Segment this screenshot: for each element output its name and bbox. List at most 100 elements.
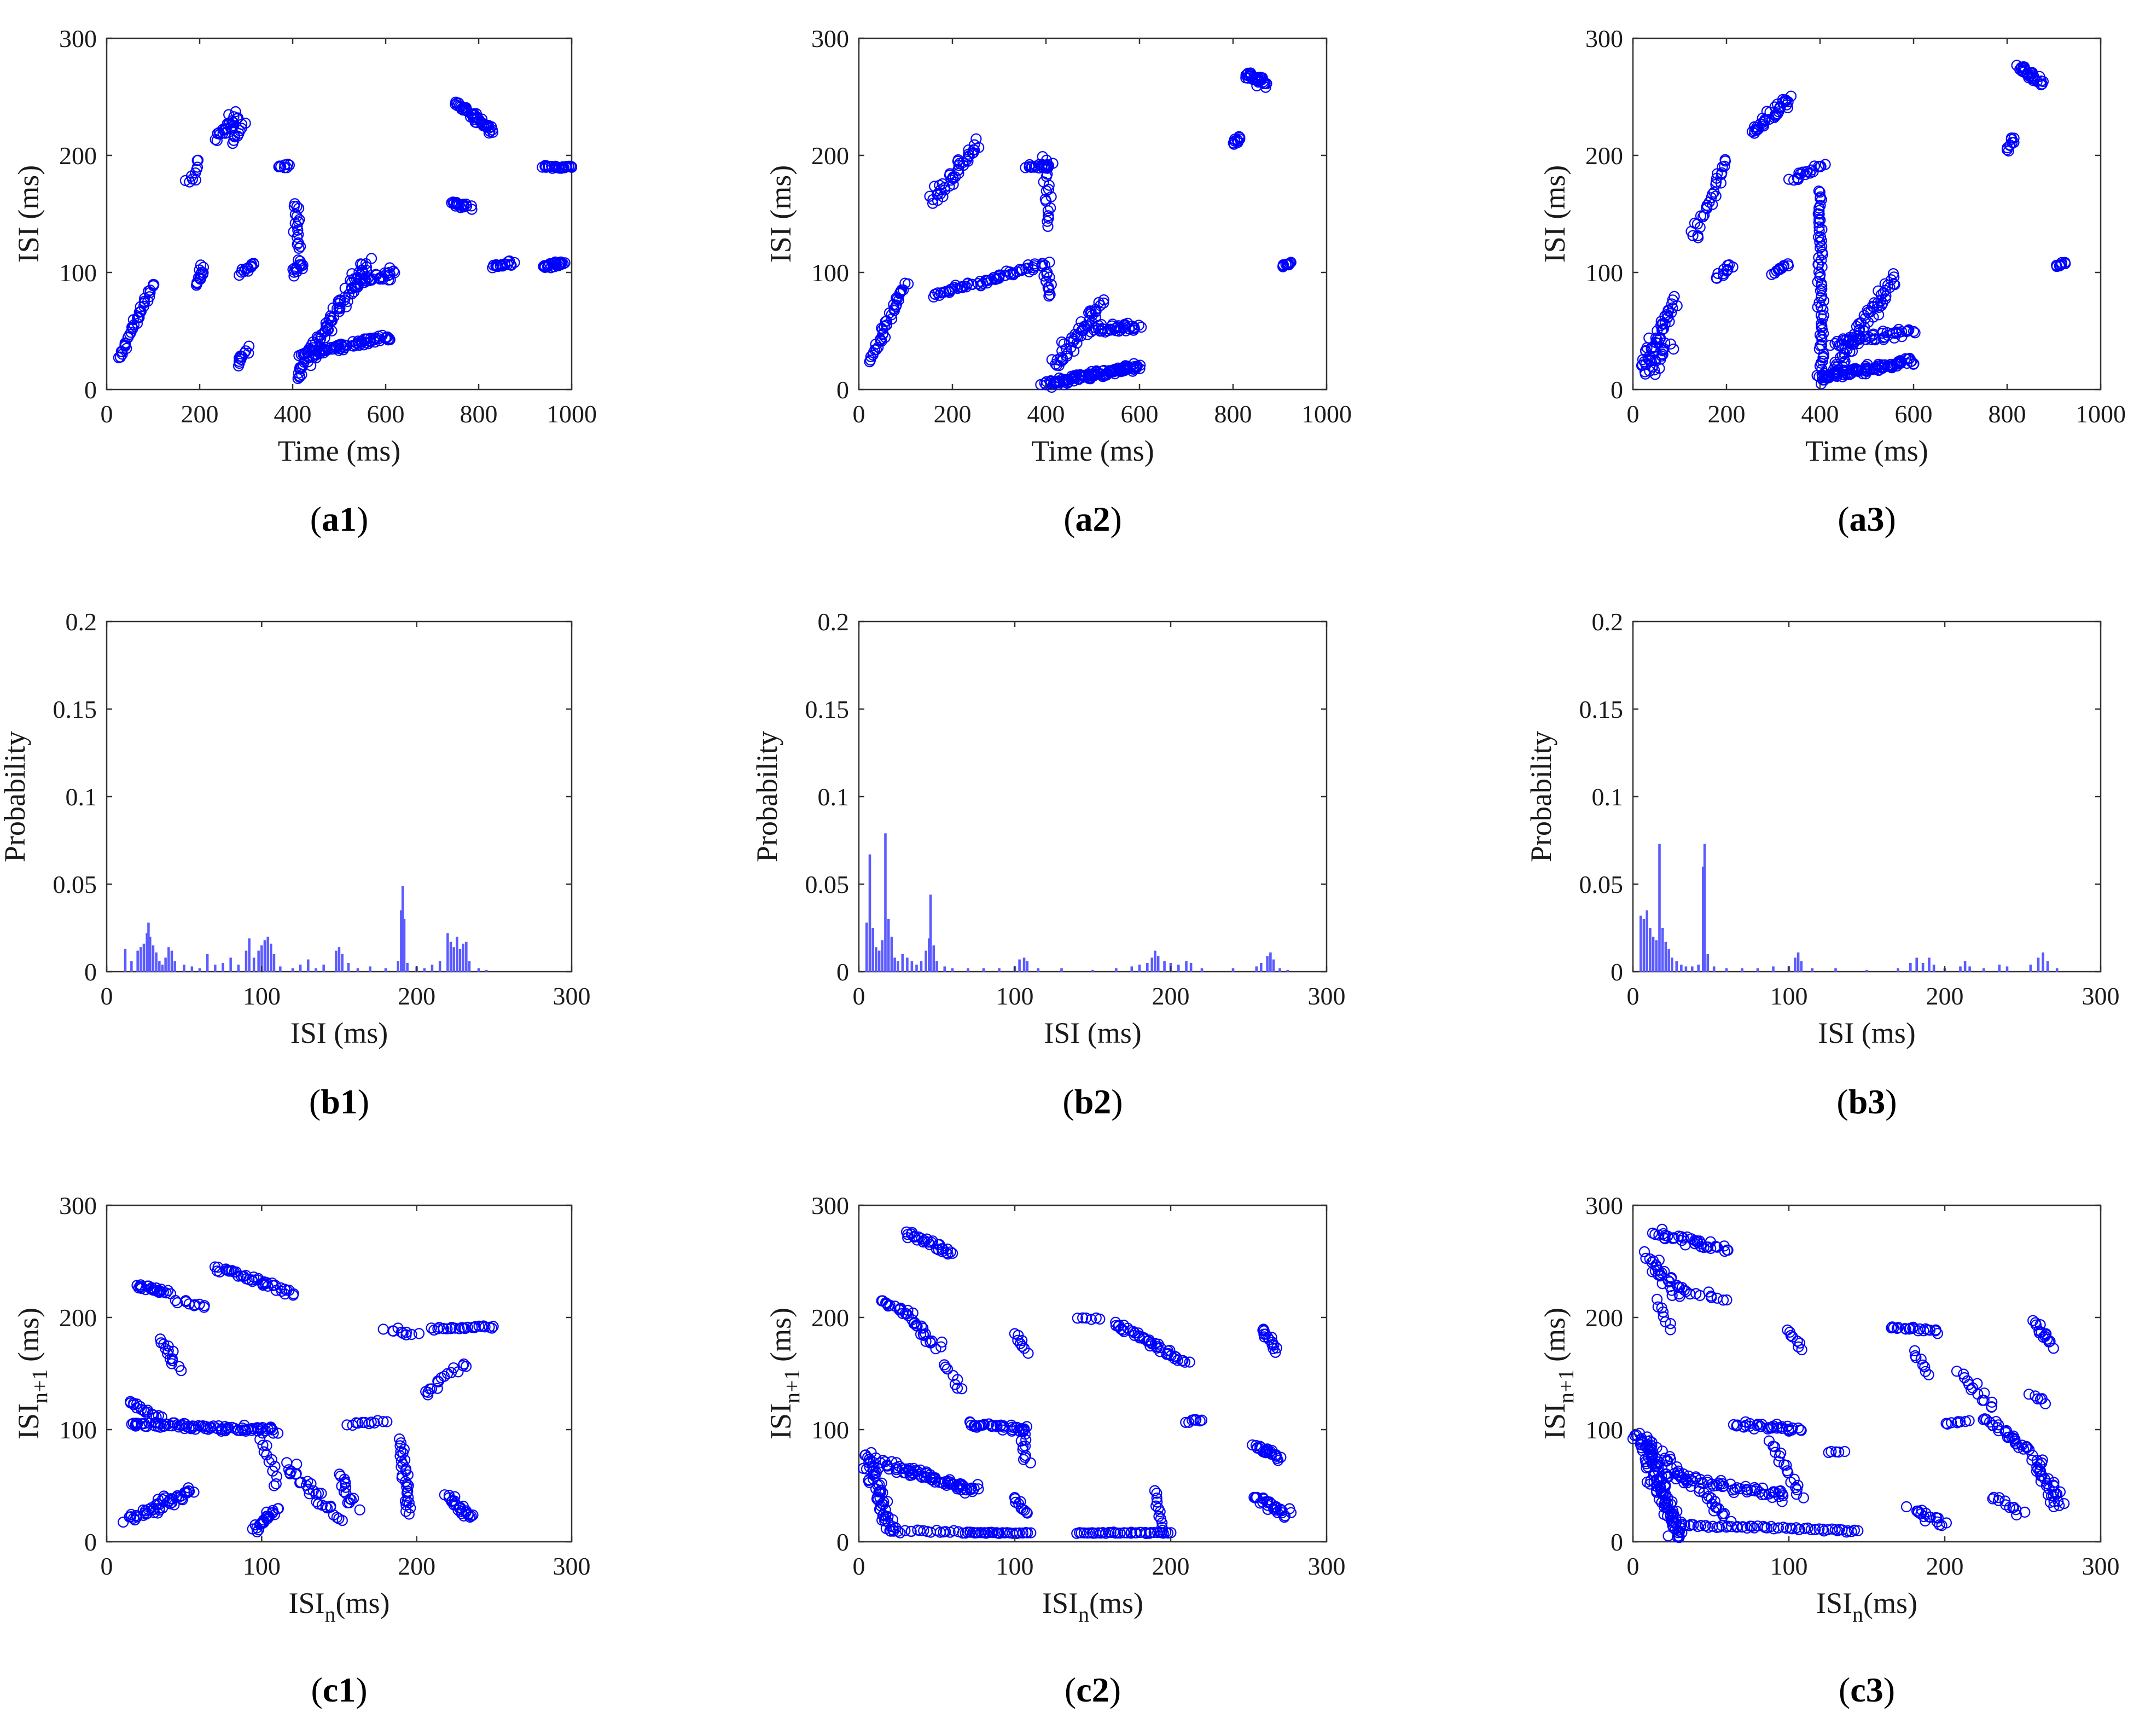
histogram-bar [142,943,146,972]
data-point [334,294,346,306]
histogram-bar [1260,963,1263,972]
data-point [1711,176,1722,188]
data-point [267,1505,278,1516]
data-point [1816,235,1827,246]
data-point [483,127,495,139]
histogram-bar [884,833,887,972]
histogram-bar [901,954,904,972]
data-point [1701,202,1713,214]
x-tick-label: 600 [367,400,405,428]
data-point [1262,1500,1274,1511]
data-point [1651,1487,1662,1498]
data-point [888,1525,899,1537]
histogram-bar [920,961,923,972]
data-point [401,1481,412,1493]
histogram-bar [1915,957,1918,972]
data-point [1652,1293,1663,1305]
x-tick-label: 300 [553,982,591,1010]
plot-frame-c1 [106,1204,573,1543]
data-point [2005,132,2017,144]
data-point [257,1427,268,1439]
data-point [884,1525,896,1536]
data-point [243,340,255,352]
histogram-bar [1725,968,1728,972]
data-point [958,280,970,292]
data-point [1859,312,1871,324]
data-marks-c3 [1627,1223,2070,1543]
x-axis-label: ISI (ms) [290,1017,388,1049]
panel-caption: (c1) [311,1670,367,1709]
y-tick-label: 100 [811,259,849,287]
data-point [962,278,973,289]
data-point [397,1447,409,1459]
histogram-bar [1037,968,1040,972]
histogram-bar [1811,968,1814,972]
x-tick-label: 400 [1801,400,1839,428]
data-point [148,278,159,290]
x-tick-label: 0 [101,400,113,428]
data-point [1814,329,1826,341]
data-point [124,328,136,340]
data-point [873,1486,885,1497]
data-point [1666,298,1678,310]
data-point [1666,1290,1678,1301]
data-point [438,1323,450,1334]
data-point [220,1424,232,1435]
data-point [1678,1285,1690,1296]
panel-caption: (b2) [1062,1082,1123,1121]
data-point [432,1383,443,1394]
histogram-bar [1797,952,1800,972]
data-point [261,1511,273,1522]
data-marks-a3 [1636,60,2071,390]
data-point [1179,1356,1191,1368]
x-tick-label: 0 [1627,982,1640,1010]
panel-b1: 0 100 200 300 0 0.05 0.1 0.15 0.2 ISI (ms) Probabi… [0,608,591,1121]
data-point [1660,1316,1671,1328]
data-point [988,272,999,283]
data-point [1270,1346,1281,1358]
data-point [1813,252,1824,263]
data-point [1719,155,1731,167]
data-point [424,1383,435,1395]
histogram-bar [183,965,185,972]
panel-b3: 0 100 200 300 0 0.05 0.1 0.15 0.2 ISI (ms) Probabi… [1525,608,2120,1121]
data-point [240,118,251,129]
y-tick-label: 200 [59,1304,97,1332]
histogram-bar [155,952,158,972]
data-point [1150,1500,1162,1512]
histogram-bar [1286,969,1289,972]
data-point [2036,78,2048,90]
data-point [1275,1504,1287,1516]
data-point [1098,297,1109,309]
data-point [1094,1313,1106,1325]
data-point [1078,1527,1090,1538]
histogram-bar [1794,957,1797,972]
histogram-bar [1163,961,1166,972]
y-tick-label: 0 [84,958,97,986]
histogram-bar [468,961,471,972]
histogram-bar [1998,965,2001,972]
data-point [180,1295,191,1307]
data-point [166,1358,177,1369]
y-tick-label: 0.15 [1579,695,1624,723]
histogram-bar [1026,961,1029,972]
histogram-bar [130,961,133,972]
data-point [892,293,903,305]
data-point [257,1422,269,1433]
data-point [1896,326,1908,338]
histogram-bar [400,910,403,972]
data-point [1817,370,1828,381]
data-point [1127,323,1139,334]
data-point [316,1488,327,1499]
data-point [974,275,986,287]
data-point [2060,258,2071,269]
data-point [1809,160,1820,172]
data-point [1015,265,1027,276]
data-point [389,267,400,278]
histogram-bar [887,919,890,972]
data-point [304,1488,315,1500]
data-point [267,1424,278,1436]
data-point [1656,1278,1668,1290]
data-point [1669,291,1680,303]
data-point [266,1454,277,1465]
